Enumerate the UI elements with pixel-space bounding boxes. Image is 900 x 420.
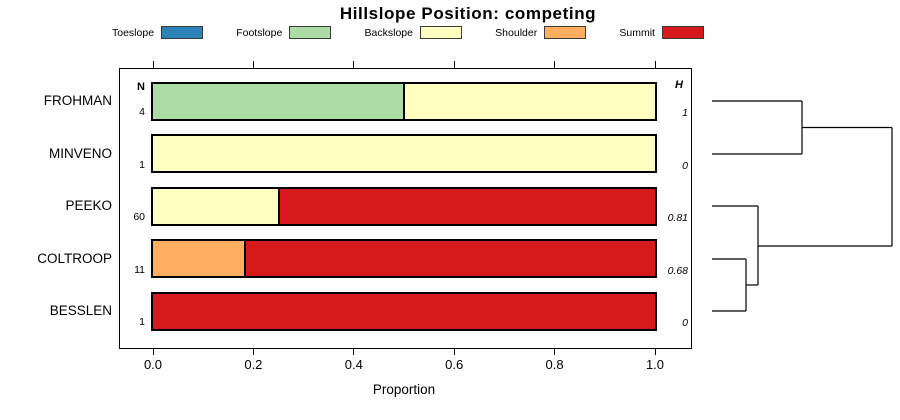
- legend-label: Shoulder: [495, 26, 538, 39]
- row-label: COLTROOP: [37, 250, 112, 266]
- bar-segment: [153, 136, 655, 171]
- bar-segment: [403, 83, 655, 119]
- row-label: FROHMAN: [43, 93, 112, 108]
- x-axis-tick: [353, 348, 355, 355]
- legend-swatch: [161, 26, 204, 39]
- h-value: 1: [682, 107, 688, 119]
- legend-item: Toeslope: [112, 26, 204, 39]
- stacked-bar: [151, 291, 657, 331]
- stacked-bar: [151, 81, 657, 121]
- bar-segment: [153, 241, 244, 276]
- bar-segment: [153, 83, 403, 119]
- x-axis-tick-label: 0.6: [445, 357, 464, 372]
- x-axis-tick-label: 0.0: [143, 357, 163, 372]
- h-column-header: H: [675, 79, 683, 91]
- n-value: 1: [139, 158, 145, 171]
- x-axis-tick: [554, 348, 556, 355]
- x-axis-tick-label: 1.0: [645, 357, 665, 372]
- x-axis-tick: [152, 348, 154, 355]
- stacked-bar: [151, 186, 657, 226]
- legend-label: Backslope: [364, 26, 413, 39]
- bar-segment: [278, 188, 655, 224]
- bar-segment: [244, 241, 655, 276]
- bar-segment: [153, 293, 655, 329]
- legend-swatch: [661, 26, 704, 39]
- h-value: 0: [682, 317, 688, 329]
- row-label: MINVENO: [48, 145, 112, 161]
- n-column-header: N: [137, 81, 145, 93]
- legend-item: Summit: [619, 26, 704, 39]
- x-axis-tick-label: 0.2: [244, 357, 263, 372]
- legend-swatch: [419, 26, 462, 39]
- h-value: 0.81: [667, 212, 688, 224]
- x-axis-tick: [353, 61, 355, 68]
- x-axis-tick: [252, 61, 254, 68]
- x-axis-tick-label: 0.8: [545, 357, 564, 372]
- legend-swatch: [544, 26, 587, 39]
- n-value: 11: [134, 263, 145, 276]
- n-value: 60: [133, 211, 145, 223]
- h-value: 0: [682, 159, 688, 172]
- x-axis-tick: [252, 348, 254, 355]
- stacked-bar: [151, 239, 657, 278]
- legend-item: Shoulder: [495, 26, 587, 39]
- legend: Toeslope Footslope Backslope Shoulder Summit: [112, 25, 704, 40]
- row-label: BESSLEN: [49, 303, 112, 318]
- x-axis-tick: [554, 61, 556, 68]
- legend-label: Summit: [619, 26, 655, 39]
- x-axis-tick-label: 0.4: [344, 357, 363, 372]
- x-axis-tick: [152, 61, 154, 68]
- h-value: 0.68: [667, 264, 688, 277]
- chart-title: Hillslope Position: competing: [339, 4, 597, 23]
- n-value: 4: [139, 106, 145, 118]
- x-axis-tick: [654, 348, 656, 355]
- x-axis-tick: [453, 61, 455, 68]
- x-axis-tick: [654, 61, 656, 68]
- x-axis-title: Proportion: [372, 382, 436, 397]
- legend-item: Backslope: [365, 26, 462, 39]
- n-value: 1: [139, 316, 145, 328]
- x-axis-tick: [453, 348, 455, 355]
- legend-item: Footslope: [236, 26, 332, 39]
- row-label: PEEKO: [65, 198, 112, 213]
- legend-label: Toeslope: [112, 26, 155, 39]
- stacked-bar: [151, 134, 657, 173]
- legend-label: Footslope: [236, 26, 283, 39]
- legend-swatch: [289, 26, 332, 39]
- bar-segment: [153, 188, 278, 224]
